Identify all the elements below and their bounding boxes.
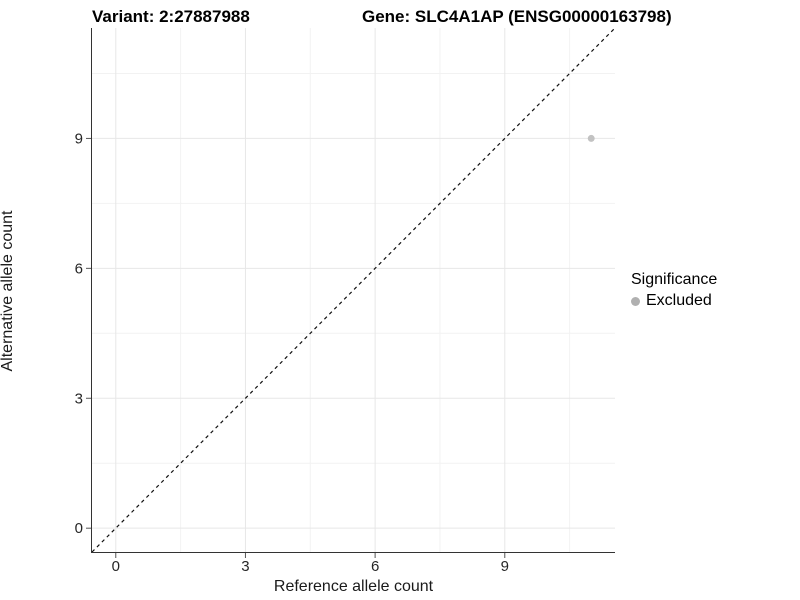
x-tick-label: 6 [371, 558, 379, 575]
x-tick-label: 9 [501, 558, 509, 575]
legend-point-icon [631, 296, 640, 306]
y-tick-label: 3 [75, 390, 83, 407]
y-tick-label: 9 [75, 130, 83, 147]
plot-title-gene: Gene: SLC4A1AP (ENSG00000163798) [362, 7, 672, 26]
x-tick-label: 3 [241, 558, 249, 575]
y-tick-label: 6 [75, 260, 83, 277]
plot-title-variant: Variant: 2:27887988 [92, 7, 250, 26]
y-axis-title: Alternative allele count [0, 210, 16, 372]
legend: Significance Excluded [631, 270, 717, 310]
x-axis-title: Reference allele count [273, 578, 434, 595]
identity-dashed-line [91, 27, 616, 553]
legend-item-excluded: Excluded [631, 292, 717, 310]
legend-title: Significance [631, 271, 718, 288]
legend-item-label: Excluded [646, 292, 712, 309]
x-tick-label: 0 [112, 558, 120, 575]
y-tick-label: 0 [75, 520, 83, 537]
data-point [587, 134, 595, 142]
